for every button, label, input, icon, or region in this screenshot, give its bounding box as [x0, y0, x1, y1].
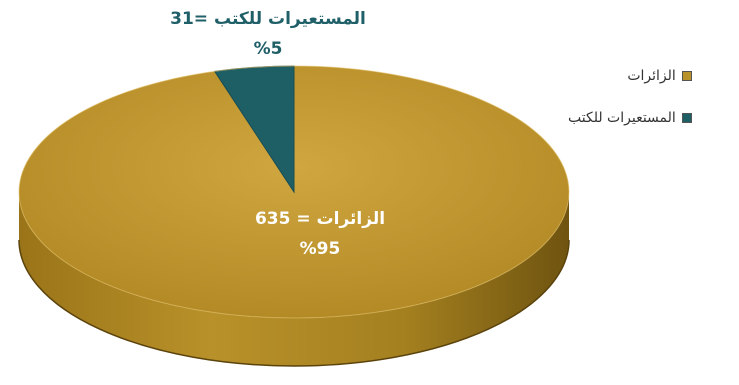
data-label-visitors-value: الزائرات = 635 [255, 209, 385, 229]
data-label-borrowers-percent: %5 [254, 39, 283, 59]
chart-legend: الزائرات المستعيرات للكتب [568, 66, 692, 150]
legend-swatch-borrowers [681, 113, 692, 123]
pie-side-band [19, 192, 569, 366]
data-label-borrowers-value: المستعيرات للكتب =31 [170, 9, 366, 29]
pie-bottom-rim [18, 239, 570, 367]
legend-item-visitors: الزائرات [568, 66, 692, 86]
pie-top-surface [18, 65, 570, 319]
legend-item-borrowers: المستعيرات للكتب [568, 108, 692, 128]
legend-label-visitors: الزائرات [627, 68, 676, 84]
pie-data-labels: الزائرات = 635 %95 المستعيرات للكتب =31 %5 [170, 9, 385, 259]
pie-top-rim [18, 65, 570, 319]
pie-side-wall [18, 192, 570, 367]
data-label-visitors-percent: %95 [300, 239, 341, 259]
legend-label-borrowers: المستعيرات للكتب [568, 110, 676, 126]
legend-swatch-visitors [681, 71, 692, 81]
